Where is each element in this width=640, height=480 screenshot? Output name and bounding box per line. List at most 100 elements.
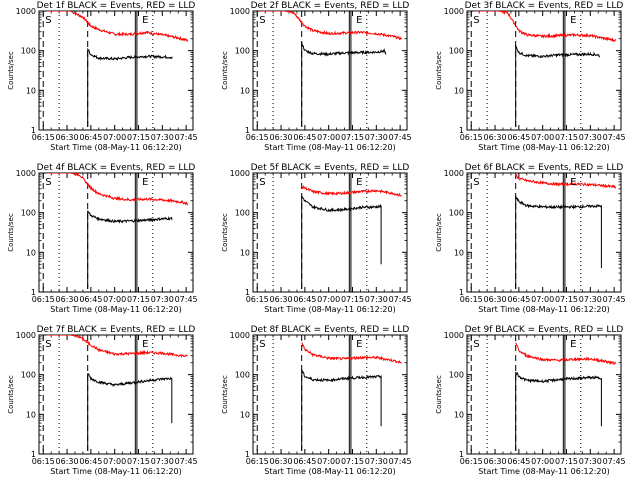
x-tick-label: 07:15 <box>341 133 364 142</box>
x-tick-label: 06:45 <box>79 457 102 466</box>
detector-panel-8: Det 8f BLACK = Events, RED = LLD Counts/s… <box>221 325 412 476</box>
x-tick-label: 06:45 <box>79 133 102 142</box>
y-axis-label: Counts/sec <box>435 51 443 90</box>
y-axis-label: Counts/sec <box>7 375 15 414</box>
x-tick-label: 07:30 <box>365 457 388 466</box>
x-tick-label: 07:45 <box>603 457 626 466</box>
panel-title: Det 8f BLACK = Events, RED = LLD <box>251 325 410 335</box>
x-axis-label: Start Time (08-May-11 06:12:20) <box>50 305 181 314</box>
x-tick-label: 07:45 <box>175 457 198 466</box>
detector-panel-9: Det 9f BLACK = Events, RED = LLD Counts/s… <box>435 325 626 476</box>
x-tick-label: 06:30 <box>270 457 293 466</box>
series-events <box>301 41 387 127</box>
y-tick-label: 1000 <box>444 169 464 178</box>
series-lld <box>46 173 189 206</box>
y-tick-label: 10 <box>454 410 464 419</box>
y-tick-label: 1 <box>31 450 36 459</box>
x-tick-label: 07:45 <box>603 295 626 304</box>
plot-frame <box>466 172 622 293</box>
panel-title: Det 2f BLACK = Events, RED = LLD <box>251 1 410 11</box>
marker-S: S <box>473 339 479 350</box>
detector-panel-5: Det 5f BLACK = Events, RED = LLD Counts/s… <box>221 163 412 314</box>
detector-panel-2: Det 2f BLACK = Events, RED = LLD Counts/s… <box>221 1 412 152</box>
marker-E: E <box>356 177 362 188</box>
x-tick-label: 06:45 <box>293 295 316 304</box>
plot-frame <box>38 10 194 131</box>
y-tick-label: 1 <box>459 288 464 297</box>
y-tick-label: 1 <box>31 126 36 135</box>
x-tick-label: 07:45 <box>175 133 198 142</box>
series-events <box>87 47 173 127</box>
marker-E: E <box>142 177 148 188</box>
series-lld <box>260 11 403 41</box>
y-tick-label: 1000 <box>16 331 36 340</box>
y-tick-label: 10 <box>240 248 250 257</box>
x-tick-label: 06:15 <box>460 295 483 304</box>
y-tick-label: 1 <box>245 450 250 459</box>
series-lld <box>515 173 617 189</box>
y-tick-label: 10 <box>26 248 36 257</box>
x-tick-label: 07:30 <box>365 133 388 142</box>
x-tick-label: 06:15 <box>246 295 269 304</box>
marker-S: S <box>473 15 479 26</box>
plot-area <box>42 11 189 130</box>
x-tick-label: 06:45 <box>293 133 316 142</box>
x-tick-label: 07:00 <box>103 457 126 466</box>
plot-area <box>42 335 189 454</box>
x-tick-label: 06:45 <box>507 295 530 304</box>
x-tick-label: 07:15 <box>555 295 578 304</box>
y-tick-label: 1 <box>245 126 250 135</box>
x-tick-label: 07:45 <box>389 457 412 466</box>
x-axis-label: Start Time (08-May-11 06:12:20) <box>264 143 395 152</box>
x-tick-label: 07:30 <box>365 295 388 304</box>
x-tick-label: 06:30 <box>484 457 507 466</box>
panel-title: Det 9f BLACK = Events, RED = LLD <box>465 325 624 335</box>
x-tick-label: 06:15 <box>32 295 55 304</box>
x-tick-label: 06:45 <box>507 457 530 466</box>
x-tick-label: 06:15 <box>246 457 269 466</box>
panel-title: Det 5f BLACK = Events, RED = LLD <box>251 163 410 173</box>
marker-E: E <box>142 339 148 350</box>
x-tick-label: 06:30 <box>270 133 293 142</box>
marker-S: S <box>45 339 51 350</box>
series-events <box>87 373 173 451</box>
marker-S: S <box>473 177 479 188</box>
x-tick-label: 06:30 <box>56 295 79 304</box>
y-axis-label: Counts/sec <box>221 375 229 414</box>
y-axis-label: Counts/sec <box>221 213 229 252</box>
y-tick-label: 1000 <box>230 7 250 16</box>
panel-title: Det 3f BLACK = Events, RED = LLD <box>465 1 624 11</box>
x-tick-label: 07:30 <box>151 457 174 466</box>
series-lld <box>301 184 402 197</box>
y-axis-label: Counts/sec <box>435 375 443 414</box>
x-axis-label: Start Time (08-May-11 06:12:20) <box>264 305 395 314</box>
y-tick-label: 100 <box>235 47 250 56</box>
series-lld <box>515 342 617 366</box>
x-axis-label: Start Time (08-May-11 06:12:20) <box>478 467 609 476</box>
marker-E: E <box>356 339 362 350</box>
plot-frame <box>252 334 408 455</box>
detector-panel-1: Det 1f BLACK = Events, RED = LLD Counts/s… <box>7 1 198 152</box>
x-tick-label: 06:30 <box>56 457 79 466</box>
y-tick-label: 1000 <box>444 331 464 340</box>
y-axis-label: Counts/sec <box>435 213 443 252</box>
plot-area <box>470 335 617 454</box>
x-tick-label: 07:00 <box>531 457 554 466</box>
marker-E: E <box>142 15 148 26</box>
y-tick-label: 100 <box>21 371 36 380</box>
x-axis-label: Start Time (08-May-11 06:12:20) <box>264 467 395 476</box>
x-tick-label: 06:45 <box>293 457 316 466</box>
marker-E: E <box>570 15 576 26</box>
plot-area <box>470 11 617 130</box>
x-axis-label: Start Time (08-May-11 06:12:20) <box>50 143 181 152</box>
y-tick-label: 100 <box>21 47 36 56</box>
y-tick-label: 10 <box>454 248 464 257</box>
x-tick-label: 07:00 <box>317 457 340 466</box>
x-axis-label: Start Time (08-May-11 06:12:20) <box>478 143 609 152</box>
marker-S: S <box>259 177 265 188</box>
series-lld <box>474 11 617 43</box>
y-tick-label: 1 <box>31 288 36 297</box>
panel-title: Det 4f BLACK = Events, RED = LLD <box>37 163 196 173</box>
y-tick-label: 1000 <box>230 169 250 178</box>
marker-S: S <box>45 177 51 188</box>
